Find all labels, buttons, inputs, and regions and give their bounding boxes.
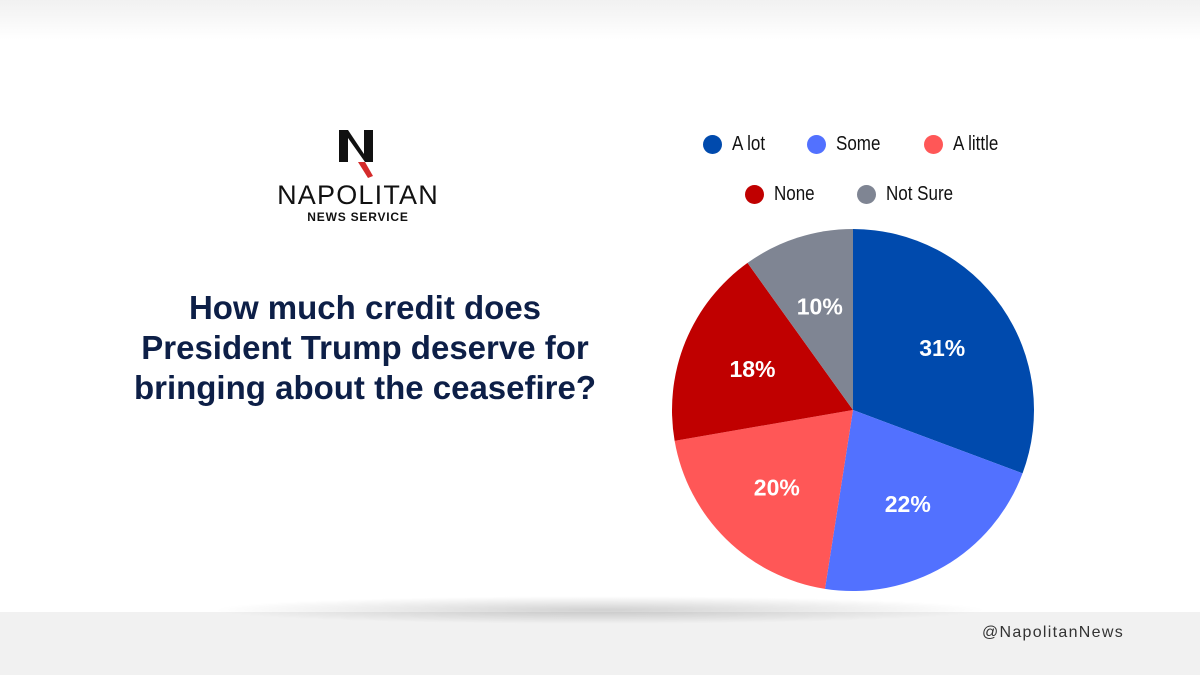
pie-value-label-some: 22%: [885, 491, 931, 517]
legend-swatch-a-little: [924, 134, 944, 154]
legend-item-a-lot: A lot: [703, 125, 771, 163]
social-handle: @NapolitanNews: [981, 624, 1124, 641]
brand-name: NAPOLITAN: [277, 180, 439, 210]
pie-slice-not-sure: [747, 229, 853, 410]
legend-row-1: A lot Some A little: [640, 125, 1070, 163]
legend-row-2: None Not Sure: [640, 175, 1070, 213]
legend-swatch-a-lot: [703, 134, 723, 154]
pie-slice-some: [824, 410, 1023, 591]
pie-chart: 31% 22% 20% 18% 10%: [672, 229, 1034, 591]
legend-label-none: None: [773, 182, 815, 205]
legend-label-a-lot: A lot: [732, 132, 766, 155]
card-shadow: [210, 596, 990, 624]
top-band: [0, 0, 1200, 40]
pie-value-label-not-sure: 10%: [797, 294, 843, 320]
pie-slice-none: [672, 262, 853, 441]
pie-value-label-a-lot: 31%: [919, 335, 965, 361]
chart-legend: A lot Some A little None Not Sure: [640, 125, 1070, 225]
legend-item-none: None: [744, 175, 822, 213]
pie-value-label-a-little: 20%: [754, 474, 800, 500]
legend-swatch-some: [807, 134, 827, 154]
legend-label-not-sure: Not Sure: [886, 182, 954, 205]
legend-item-not-sure: Not Sure: [857, 175, 965, 213]
legend-label-some: Some: [836, 132, 881, 155]
napolitan-n-icon: [339, 130, 373, 178]
napolitan-logo: NAPOLITAN NEWS SERVICE: [276, 128, 440, 228]
pie-slice-a-lot: [853, 229, 1034, 474]
legend-swatch-none: [744, 184, 764, 204]
legend-item-some: Some: [807, 125, 888, 163]
legend-item-a-little: A little: [924, 125, 1006, 163]
pie-slice-a-little: [674, 410, 853, 589]
poll-question: How much credit does President Trump des…: [133, 289, 597, 406]
bottom-band: [0, 612, 1200, 675]
pie-value-label-none: 18%: [729, 356, 775, 382]
legend-label-a-little: A little: [953, 132, 999, 155]
brand-subtitle: NEWS SERVICE: [307, 210, 409, 224]
legend-swatch-not-sure: [857, 184, 877, 204]
